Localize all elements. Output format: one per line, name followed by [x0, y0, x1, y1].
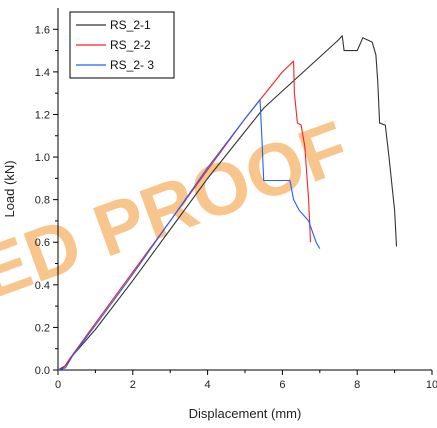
watermark: ED PROOF	[0, 105, 359, 315]
series-line-2	[57, 60, 312, 371]
series-line-1	[57, 35, 398, 371]
x-tick-label: 0	[55, 379, 61, 391]
y-tick-label: 1.4	[35, 67, 50, 79]
x-tick-label: 2	[130, 379, 136, 391]
watermark-text: ED PROOF	[0, 105, 359, 315]
x-tick-label: 4	[205, 379, 211, 391]
legend: RS_2-1 RS_2-2 RS_2- 3	[69, 11, 175, 79]
y-axis-title: Load (kN)	[2, 160, 17, 217]
x-tick-label: 10	[426, 379, 437, 391]
y-tick-label: 0.0	[35, 365, 50, 377]
x-tick-label: 8	[354, 379, 360, 391]
series-group	[57, 35, 398, 371]
series-line-3	[57, 99, 321, 371]
y-tick-label: 1.2	[35, 109, 50, 121]
legend-label: RS_2-1	[110, 18, 151, 32]
y-tick-label: 0.4	[35, 280, 50, 292]
y-tick-label: 0.8	[35, 195, 50, 207]
legend-label: RS_2-2	[110, 38, 151, 52]
y-tick-label: 0.6	[35, 237, 50, 249]
x-axis-title: Displacement (mm)	[189, 406, 302, 421]
axes: 0 2 4 6 8 10 0.0 0.2 0.4 0.6 0.8 1.0 1.2 1.4 1.6 Displa…	[2, 8, 437, 421]
legend-label: RS_2- 3	[110, 58, 154, 72]
x-tick-label: 6	[279, 379, 285, 391]
y-tick-label: 1.6	[35, 24, 50, 36]
y-tick-label: 0.2	[35, 322, 50, 334]
y-tick-label: 1.0	[35, 152, 50, 164]
